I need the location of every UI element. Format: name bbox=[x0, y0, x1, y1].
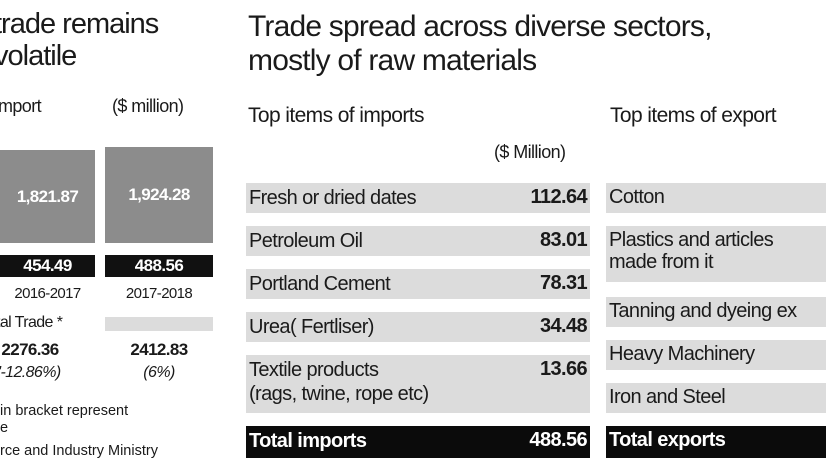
import-value: 112.64 bbox=[530, 186, 588, 208]
import-row: Petroleum Oil 83.01 bbox=[246, 226, 590, 256]
export-item: Tanning and dyeing ex bbox=[609, 300, 797, 322]
import-row: Fresh or dried dates 112.64 bbox=[246, 183, 590, 213]
export-row: Tanning and dyeing ex bbox=[606, 297, 826, 327]
import-item-line1: Textile products bbox=[249, 359, 379, 381]
export-item-line1: Plastics and articles bbox=[609, 229, 774, 251]
total-2017-value: 2412.83 bbox=[130, 340, 188, 359]
bar-2017-export: 488.56 bbox=[105, 255, 213, 277]
total-imports-value: 488.56 bbox=[529, 429, 587, 451]
import-item: Textile products (rags, twine, rope etc) bbox=[249, 358, 429, 406]
left-title-line2: volatile bbox=[0, 40, 77, 72]
note-line1: in bracket represent bbox=[0, 403, 129, 419]
import-value: 78.31 bbox=[539, 272, 588, 294]
total-trade-strip bbox=[105, 317, 213, 331]
total-exports-label: Total exports bbox=[609, 429, 726, 451]
total-2016-change: '-12.86%) bbox=[0, 364, 61, 381]
import-row: Urea( Fertliser) 34.48 bbox=[246, 312, 590, 342]
imports-header: Top items of imports bbox=[248, 104, 425, 127]
import-item: Portland Cement bbox=[249, 273, 391, 295]
total-2016-value: 2276.36 bbox=[1, 340, 59, 359]
right-title: Trade spread across diverse sectors, mos… bbox=[248, 10, 712, 78]
bar-2016-year: 2016-2017 bbox=[14, 285, 81, 302]
bar-2017-import: 1,924.28 bbox=[105, 147, 213, 243]
import-row: Textile products (rags, twine, rope etc)… bbox=[246, 355, 590, 413]
export-row: Cotton bbox=[606, 183, 826, 213]
right-title-line1: Trade spread across diverse sectors, bbox=[248, 10, 712, 43]
exports-header: Top items of export bbox=[610, 104, 777, 127]
import-value: 13.66 bbox=[539, 358, 588, 380]
total-imports-row: Total imports 488.56 bbox=[246, 426, 590, 458]
import-label: mport bbox=[0, 96, 42, 116]
right-title-line2: mostly of raw materials bbox=[248, 44, 537, 77]
import-item-line2: (rags, twine, rope etc) bbox=[249, 383, 429, 405]
import-value: 83.01 bbox=[539, 229, 588, 251]
bar-2016-import: 1,821.87 bbox=[0, 150, 95, 243]
export-item: Heavy Machinery bbox=[609, 343, 755, 365]
unit-label: ($ million) bbox=[112, 96, 184, 116]
import-item: Petroleum Oil bbox=[249, 230, 363, 252]
export-row: Iron and Steel bbox=[606, 383, 826, 413]
export-item-line2: made from it bbox=[609, 251, 714, 273]
total-trade-label: tal Trade * bbox=[0, 314, 63, 331]
export-row: Heavy Machinery bbox=[606, 340, 826, 370]
import-item: Urea( Fertliser) bbox=[249, 316, 374, 338]
source-note: rce and Industry Ministry bbox=[0, 443, 158, 459]
total-exports-row: Total exports bbox=[606, 426, 826, 458]
import-value: 34.48 bbox=[539, 315, 588, 337]
export-item: Iron and Steel bbox=[609, 386, 726, 408]
export-row: Plastics and articles made from it bbox=[606, 226, 826, 282]
note-line2: e bbox=[0, 420, 9, 436]
imports-unit: ($ Million) bbox=[494, 142, 566, 162]
import-row: Portland Cement 78.31 bbox=[246, 269, 590, 299]
import-item: Fresh or dried dates bbox=[249, 187, 417, 209]
bar-2017-year: 2017-2018 bbox=[125, 285, 193, 302]
total-imports-label: Total imports bbox=[249, 430, 367, 452]
export-item: Cotton bbox=[609, 186, 665, 208]
export-item: Plastics and articles made from it bbox=[609, 229, 774, 273]
left-title: trade remains volatile bbox=[0, 8, 159, 72]
total-2017-change: (6%) bbox=[143, 364, 175, 381]
left-title-line1: trade remains bbox=[0, 8, 159, 40]
bar-2016-export: 454.49 bbox=[0, 255, 95, 277]
